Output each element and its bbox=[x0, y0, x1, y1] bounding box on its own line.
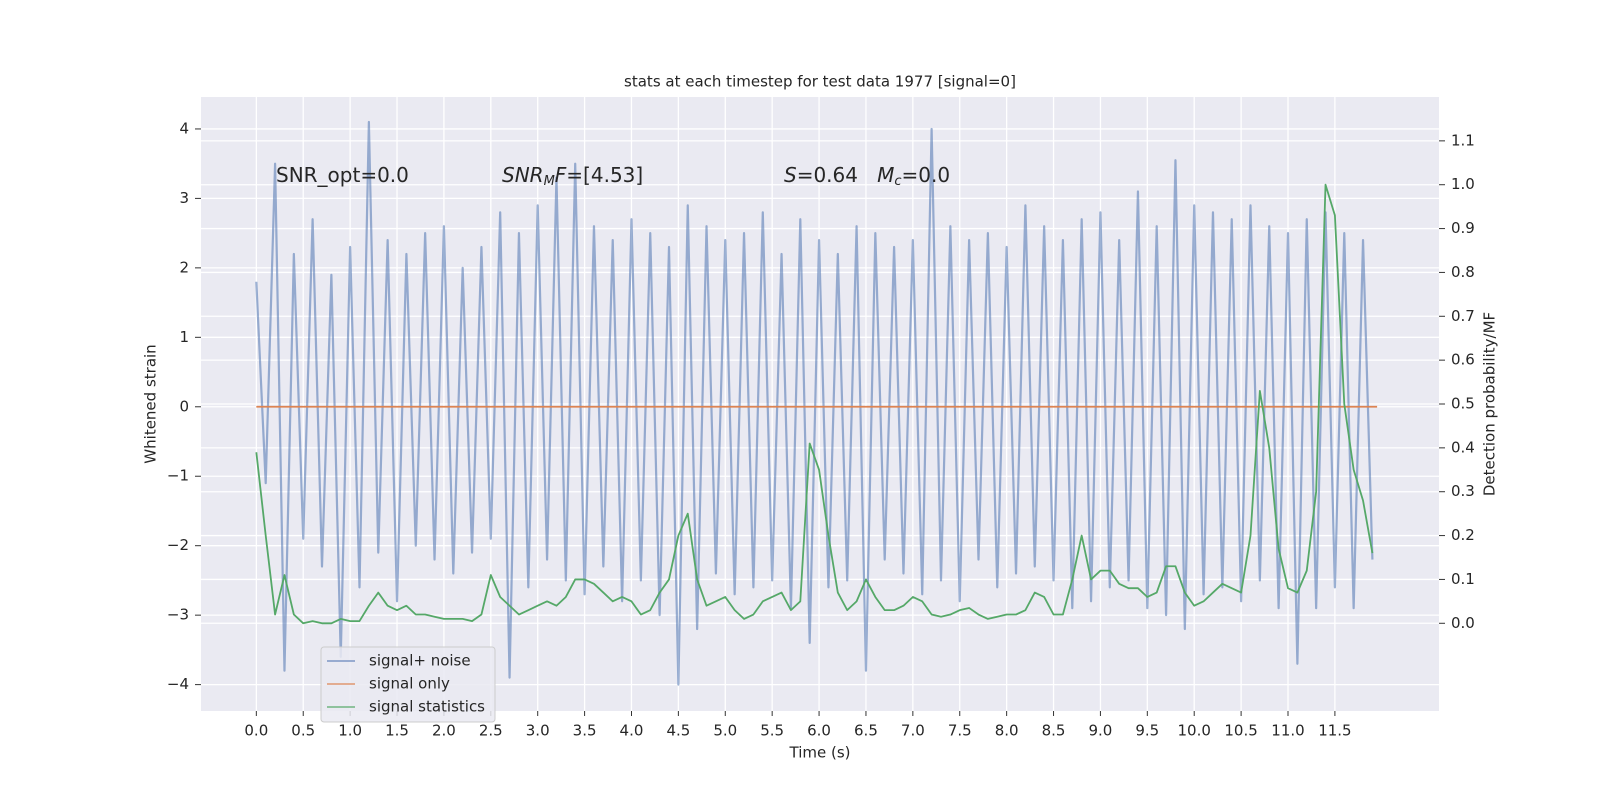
annotation-part: =[4.53] bbox=[566, 163, 643, 187]
y2-tick-label: 0.7 bbox=[1451, 307, 1475, 325]
x-tick-label: 1.0 bbox=[338, 722, 362, 740]
y2-tick-label: 0.5 bbox=[1451, 395, 1475, 413]
annotation-part: F bbox=[555, 163, 567, 187]
y-tick-label: −1 bbox=[167, 467, 189, 485]
y2-tick-label: 1.1 bbox=[1451, 131, 1475, 149]
y2-tick-label: 0.6 bbox=[1451, 351, 1475, 369]
x-tick-label: 5.5 bbox=[760, 722, 784, 740]
y-tick-label: −4 bbox=[167, 675, 189, 693]
annotation-part: SNR_opt=0.0 bbox=[276, 163, 409, 187]
annotation-part: =0.64 bbox=[797, 163, 877, 187]
x-tick-label: 6.5 bbox=[854, 722, 878, 740]
series-line bbox=[255, 120, 1374, 686]
x-tick-label: 10.5 bbox=[1224, 722, 1257, 740]
series-line bbox=[255, 183, 1374, 625]
legend-label: signal only bbox=[369, 675, 450, 693]
y2-tick-label: 1.0 bbox=[1451, 175, 1475, 193]
annotation: SNRMF=[4.53] bbox=[502, 163, 643, 189]
y-tick-label: −2 bbox=[167, 536, 189, 554]
y-tick-label: 3 bbox=[179, 189, 189, 207]
legend-label: signal statistics bbox=[369, 698, 485, 716]
y2-tick-label: 0.0 bbox=[1451, 614, 1475, 632]
legend-label: signal+ noise bbox=[369, 652, 471, 670]
x-tick-label: 4.5 bbox=[666, 722, 690, 740]
x-tick-label: 11.5 bbox=[1318, 722, 1351, 740]
x-tick-label: 7.0 bbox=[901, 722, 925, 740]
y-tick-label: −3 bbox=[167, 606, 189, 624]
y2-tick-label: 0.8 bbox=[1451, 263, 1475, 281]
y-tick-label: 0 bbox=[179, 397, 189, 415]
x-tick-label: 3.5 bbox=[573, 722, 597, 740]
x-axis-label: Time (s) bbox=[789, 744, 851, 762]
y2-tick-label: 0.3 bbox=[1451, 482, 1475, 500]
y2-tick-label: 0.9 bbox=[1451, 219, 1475, 237]
y-tick-label: 4 bbox=[179, 119, 189, 137]
x-tick-label: 7.5 bbox=[948, 722, 972, 740]
y-tick-label: 2 bbox=[179, 258, 189, 276]
x-tick-label: 1.5 bbox=[385, 722, 409, 740]
y-tick-label: 1 bbox=[179, 328, 189, 346]
x-tick-label: 2.0 bbox=[432, 722, 456, 740]
chart-title: stats at each timestep for test data 197… bbox=[624, 73, 1016, 91]
x-tick-label: 4.0 bbox=[620, 722, 644, 740]
legend-box bbox=[320, 646, 496, 723]
x-tick-label: 8.5 bbox=[1042, 722, 1066, 740]
x-tick-label: 3.0 bbox=[526, 722, 550, 740]
x-tick-label: 11.0 bbox=[1271, 722, 1304, 740]
x-tick-label: 0.5 bbox=[291, 722, 315, 740]
annotation-part: S bbox=[784, 163, 797, 187]
annotation-part: c bbox=[894, 174, 901, 189]
x-tick-label: 2.5 bbox=[479, 722, 503, 740]
y2-axis-label: Detection probability/MF bbox=[1481, 312, 1499, 496]
x-tick-label: 9.0 bbox=[1088, 722, 1112, 740]
x-tick-label: 9.5 bbox=[1135, 722, 1159, 740]
annotation-part: M bbox=[877, 163, 894, 187]
annotation-part: SNR bbox=[502, 163, 544, 187]
y-axis-label: Whitened strain bbox=[142, 344, 160, 463]
x-tick-label: 10.0 bbox=[1178, 722, 1211, 740]
x-tick-label: 8.0 bbox=[995, 722, 1019, 740]
y2-tick-label: 0.4 bbox=[1451, 438, 1475, 456]
x-tick-label: 6.0 bbox=[807, 722, 831, 740]
y2-tick-label: 0.2 bbox=[1451, 526, 1475, 544]
x-tick-label: 0.0 bbox=[244, 722, 268, 740]
annotation-part: M bbox=[544, 174, 555, 189]
y2-tick-label: 0.1 bbox=[1451, 570, 1475, 588]
annotation-part: =0.0 bbox=[902, 163, 951, 187]
annotation: S=0.64 Mc=0.0 bbox=[784, 163, 950, 189]
annotation: SNR_opt=0.0 bbox=[276, 163, 409, 187]
x-tick-label: 5.0 bbox=[713, 722, 737, 740]
